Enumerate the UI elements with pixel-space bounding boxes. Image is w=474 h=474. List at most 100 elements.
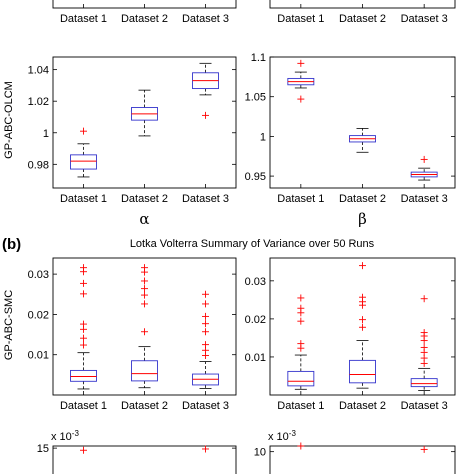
y-tick-label: 1 xyxy=(260,131,266,143)
outlier-marker xyxy=(420,445,428,453)
outlier-marker xyxy=(202,328,209,336)
x-tick-label: Dataset 1 xyxy=(60,13,107,25)
iqr-box xyxy=(131,360,158,382)
x-tick-label: Dataset 3 xyxy=(182,193,229,205)
y-tick-label: 0.03 xyxy=(28,269,49,281)
box-3 xyxy=(410,155,438,181)
outlier-marker xyxy=(80,446,87,454)
exponent-power: -3 xyxy=(72,429,80,438)
outlier-marker xyxy=(80,268,87,276)
outlier-marker xyxy=(80,341,87,349)
outlier-marker xyxy=(420,337,428,345)
y-tick-label: 0.03 xyxy=(245,276,266,288)
outlier-marker xyxy=(202,111,209,119)
plot-grid: Dataset 1 Dataset 2 Dataset 3 Dataset 1 Data… xyxy=(28,0,456,474)
y-tick-label: 0.02 xyxy=(28,309,49,321)
outlier-marker xyxy=(297,294,305,302)
box-1 xyxy=(287,294,315,390)
x-tick-label: Dataset 2 xyxy=(121,193,168,205)
subplot-olcm-alpha: 0.98 1 1.02 1.04 Dataset 1 Dataset 2 Dataset 3… xyxy=(28,56,237,228)
box-2 xyxy=(349,262,376,389)
subplot-bottom-right-cut: 10x 10-3 xyxy=(254,429,456,474)
x-tick-label: Dataset 1 xyxy=(277,193,324,205)
x-tick-label: Dataset 3 xyxy=(401,400,448,412)
outlier-marker xyxy=(202,290,209,298)
x-axis-label: β xyxy=(358,210,367,228)
y-tick-label: 0.02 xyxy=(245,314,266,326)
outlier-marker xyxy=(359,301,366,309)
outlier-marker xyxy=(420,295,428,303)
subplot-smc-var-1: 0.01 0.02 0.03 Dataset 1 Dataset 2 Dataset 3 xyxy=(28,257,237,412)
subplot-top-right-cut: Dataset 1 Dataset 2 Dataset 3 xyxy=(269,0,456,25)
subplot-bottom-left-cut: 15x 10-3 xyxy=(37,429,237,474)
y-tick-label: 15 xyxy=(37,443,49,455)
x-tick-label: Dataset 3 xyxy=(182,400,229,412)
outlier-marker xyxy=(141,291,148,299)
panel-label: (b) xyxy=(2,236,21,253)
outlier-marker xyxy=(141,300,148,308)
outlier-marker xyxy=(80,334,87,342)
outlier-marker xyxy=(359,323,366,331)
axes-frame xyxy=(269,445,456,474)
iqr-box xyxy=(349,359,376,384)
x-tick-label: Dataset 1 xyxy=(60,400,107,412)
x-tick-label: Dataset 2 xyxy=(121,400,168,412)
y-tick-label: 10 xyxy=(254,447,266,459)
x-tick-label: Dataset 3 xyxy=(182,13,229,25)
exponent-label: x 10-3 xyxy=(268,429,296,443)
x-tick-label: Dataset 3 xyxy=(401,13,448,25)
x-axis-label: α xyxy=(139,210,149,228)
y-tick-label: 1.04 xyxy=(28,65,49,77)
outlier-marker xyxy=(420,155,428,163)
outlier-marker xyxy=(202,445,209,453)
outlier-marker xyxy=(420,359,428,367)
outlier-marker xyxy=(359,262,366,270)
subplot-olcm-beta: 0.95 1 1.05 1.1 Dataset 1 Dataset 2 Dataset 3 β xyxy=(245,52,456,228)
x-tick-label: Dataset 3 xyxy=(401,193,448,205)
y-tick-label: 0.01 xyxy=(245,352,266,364)
y-tick-label: 1.05 xyxy=(245,92,266,104)
box-1 xyxy=(70,264,97,390)
exponent-label: x 10-3 xyxy=(51,429,79,443)
outlier-marker xyxy=(297,344,305,352)
outlier-marker xyxy=(80,127,87,135)
figure-title: Lotka Volterra Summary of Variance over … xyxy=(130,238,375,250)
outlier-marker xyxy=(141,268,148,276)
box-3 xyxy=(410,295,438,391)
outlier-marker xyxy=(297,59,305,67)
iqr-box xyxy=(410,378,438,388)
iqr-box xyxy=(287,370,315,387)
box-1 xyxy=(80,446,87,454)
row-label-olcm: GP-ABC-OLCM xyxy=(3,81,15,159)
y-tick-label: 0.01 xyxy=(28,350,49,362)
x-tick-label: Dataset 2 xyxy=(339,13,386,25)
box-1 xyxy=(297,442,305,450)
iqr-box xyxy=(70,154,97,170)
outlier-marker xyxy=(202,320,209,328)
outlier-marker xyxy=(80,279,87,287)
box-2 xyxy=(131,89,158,137)
subplot-top-left-cut: Dataset 1 Dataset 2 Dataset 3 xyxy=(52,0,237,25)
outlier-marker xyxy=(80,325,87,333)
y-tick-label: 0.98 xyxy=(28,159,49,171)
y-tick-label: 1.02 xyxy=(28,96,49,108)
outlier-marker xyxy=(202,300,209,308)
box-3 xyxy=(420,445,428,453)
outlier-marker xyxy=(202,352,209,360)
box-3 xyxy=(192,62,219,119)
box-1 xyxy=(287,59,315,103)
y-tick-label: 0.95 xyxy=(245,171,266,183)
iqr-box xyxy=(70,369,97,382)
box-2 xyxy=(349,128,376,153)
outlier-marker xyxy=(359,316,366,324)
outlier-marker xyxy=(297,442,305,450)
outlier-marker xyxy=(141,277,148,285)
y-tick-label: 1 xyxy=(43,128,49,140)
row-label-smc: GP-ABC-SMC xyxy=(3,290,15,360)
x-tick-label: Dataset 2 xyxy=(339,193,386,205)
outlier-marker xyxy=(80,290,87,298)
subplot-smc-var-2: 0.01 0.02 0.03 Dataset 1 Dataset 2 Dataset 3 xyxy=(245,257,456,412)
box-3 xyxy=(202,445,209,453)
y-tick-label: 1.1 xyxy=(251,52,266,64)
outlier-marker xyxy=(297,95,305,103)
